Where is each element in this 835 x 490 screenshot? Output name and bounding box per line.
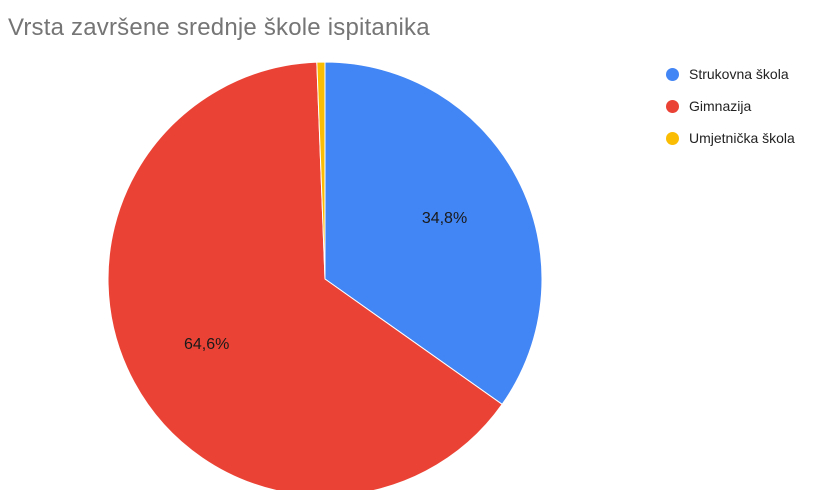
- legend-label-strukovna: Strukovna škola: [689, 66, 789, 82]
- chart-title: Vrsta završene srednje škole ispitanika: [8, 14, 430, 41]
- slice-umjetnicka[interactable]: [316, 61, 326, 280]
- legend-item-gimnazija[interactable]: Gimnazija: [666, 95, 795, 117]
- legend-label-gimnazija: Gimnazija: [689, 98, 752, 114]
- legend: Strukovna škola Gimnazija Umjetnička ško…: [666, 63, 795, 149]
- slice-label-strukovna: 34,8%: [422, 210, 467, 227]
- legend-swatch-umjetnicka: [666, 131, 679, 145]
- slice-gimnazija[interactable]: [107, 61, 503, 490]
- legend-label-umjetnicka: Umjetnička škola: [689, 130, 795, 146]
- slice-strukovna[interactable]: [324, 61, 543, 406]
- legend-swatch-strukovna: [666, 67, 679, 81]
- legend-swatch-gimnazija: [666, 99, 679, 113]
- slice-label-gimnazija: 64,6%: [184, 336, 229, 353]
- legend-item-umjetnicka[interactable]: Umjetnička škola: [666, 127, 795, 149]
- legend-item-strukovna[interactable]: Strukovna škola: [666, 63, 795, 85]
